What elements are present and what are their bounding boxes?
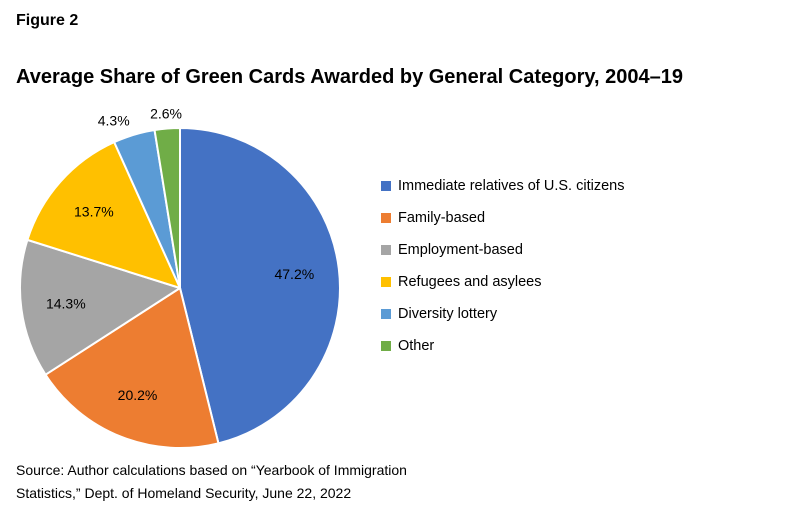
legend-swatch (381, 213, 391, 223)
legend-label: Family-based (398, 210, 486, 226)
legend-swatch (381, 277, 391, 287)
legend-item-employment-based: Employment-based (381, 234, 624, 266)
pie-slices (19, 127, 341, 449)
data-label-other: 2.6% (150, 106, 182, 122)
legend-swatch (381, 309, 391, 319)
source-line-2: Statistics,” Dept. of Homeland Security,… (16, 485, 352, 501)
data-label-employment-based: 14.3% (46, 295, 86, 311)
pie-slice-family-based (44, 287, 220, 449)
source-line-1: Source: Author calculations based on “Ye… (16, 462, 407, 478)
legend-label: Refugees and asylees (398, 274, 542, 290)
legend-label: Other (398, 338, 435, 354)
legend-label: Employment-based (398, 242, 523, 258)
legend-item-family-based: Family-based (381, 202, 624, 234)
chart-title: Average Share of Green Cards Awarded by … (16, 66, 683, 88)
legend-item-diversity-lottery: Diversity lottery (381, 298, 624, 330)
legend-item-immediate-relatives-of-u-s-citizens: Immediate relatives of U.S. citizens (381, 170, 624, 202)
legend-swatch (381, 245, 391, 255)
pie-slice-refugees-and-asylees (26, 141, 181, 289)
pie-data-labels: 47.2% 20.2% 14.3% 13.7% 4.3% 2.6% (46, 106, 314, 404)
legend-swatch (381, 341, 391, 351)
legend-item-other: Other (381, 330, 624, 362)
pie-slice-immediate-relatives-of-u-s-citizens (179, 127, 341, 445)
data-label-family-based: 20.2% (118, 387, 158, 403)
legend-label: Immediate relatives of U.S. citizens (398, 178, 625, 194)
pie-slice-employment-based (19, 238, 181, 376)
figure-label: Figure 2 (16, 12, 79, 29)
legend-swatch (381, 181, 391, 191)
data-label-immediate-relatives-of-u-s-citizens: 47.2% (274, 266, 314, 282)
chart-legend: Immediate relatives of U.S. citizens Fami… (381, 170, 624, 362)
pie-chart: 47.2% 20.2% 14.3% 13.7% 4.3% 2.6% (19, 106, 341, 449)
legend-item-refugees-and-asylees: Refugees and asylees (381, 266, 624, 298)
source-note: Source: Author calculations based on “Ye… (16, 459, 576, 505)
data-label-diversity-lottery: 4.3% (98, 112, 130, 128)
data-label-refugees-and-asylees: 13.7% (74, 204, 114, 220)
pie-slice-other (153, 127, 181, 289)
legend-label: Diversity lottery (398, 306, 498, 322)
